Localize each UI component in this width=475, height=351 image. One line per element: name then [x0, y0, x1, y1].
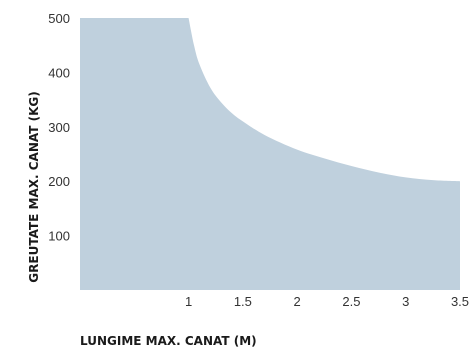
x-tick-label: 3.5: [451, 294, 469, 309]
y-tick-label: 400: [48, 65, 70, 80]
y-tick-label: 200: [48, 174, 70, 189]
y-tick-label: 500: [48, 11, 70, 26]
x-tick-label: 2.5: [342, 294, 360, 309]
area-series-fill: [80, 18, 460, 290]
x-tick-label: 1: [185, 294, 192, 309]
y-axis-title: GREUTATE MAX. CANAT (KG): [27, 91, 41, 282]
y-tick-label: 100: [48, 229, 70, 244]
x-tick-label: 1.5: [234, 294, 252, 309]
x-tick-label: 2: [294, 294, 301, 309]
y-axis-ticks: 100 200 300 400 500: [48, 11, 70, 244]
x-tick-label: 3: [402, 294, 409, 309]
x-axis-title: LUNGIME MAX. CANAT (M): [80, 334, 257, 348]
x-axis-ticks: 1 1.5 2 2.5 3 3.5: [185, 294, 469, 309]
y-tick-label: 300: [48, 120, 70, 135]
